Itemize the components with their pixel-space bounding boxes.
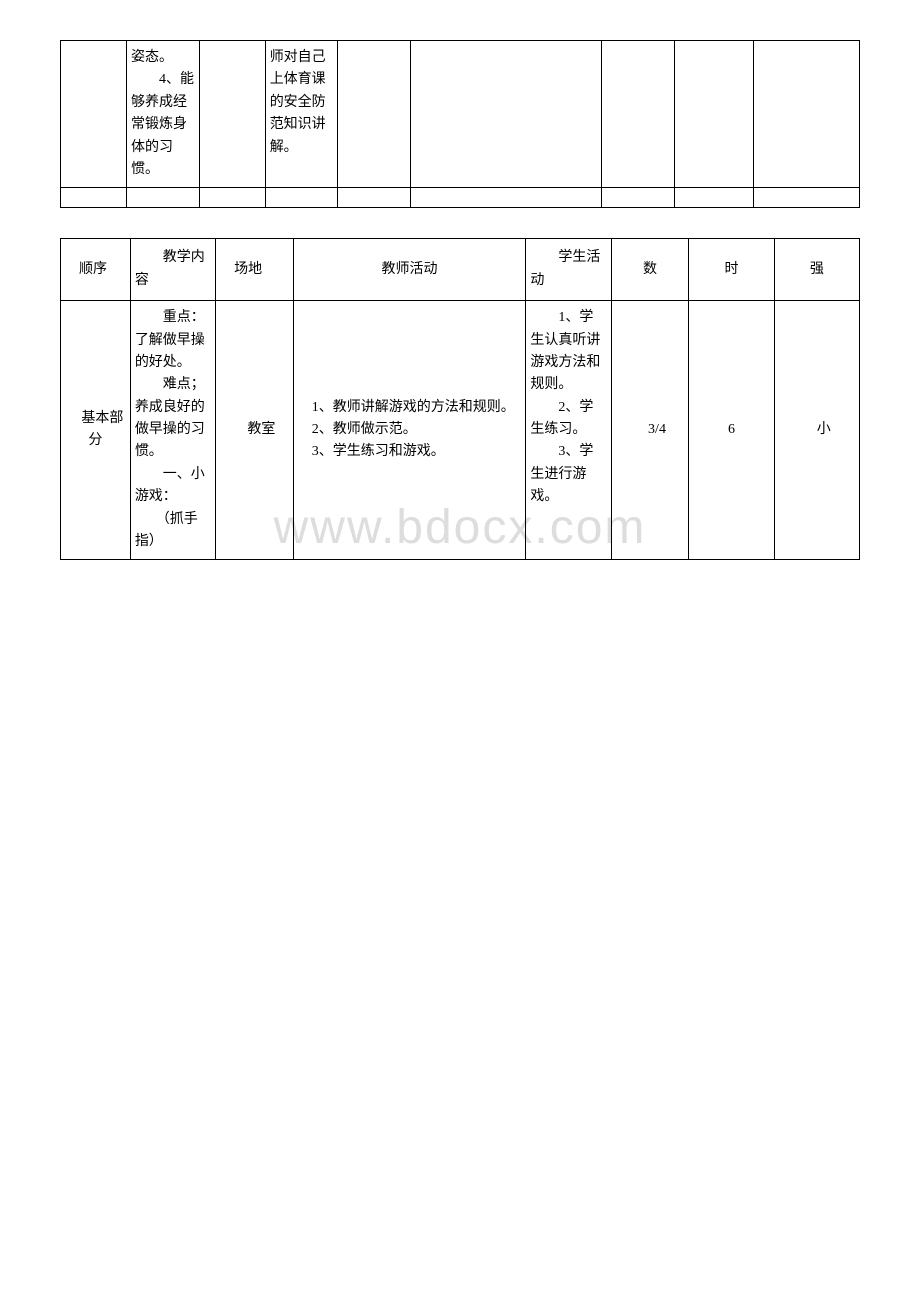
table-2-cell-1-1: 基本部分	[61, 301, 131, 560]
table-1-cell-2-5b	[410, 188, 601, 208]
table-2-cell-1-3: 教室	[216, 301, 294, 560]
table-2-header-7: 时	[689, 239, 774, 301]
table-1-cell-1-1	[61, 41, 127, 188]
table-2-header-5: 学生活动	[526, 239, 611, 301]
table-2-cell-1-2: 重点：了解做早操的好处。 难点；养成良好的做早操的习惯。 一、小游戏： （抓手指…	[130, 301, 215, 560]
table-1-cell-2-3	[199, 188, 265, 208]
table-2: 顺序 教学内容 场地 教师活动 学生活动 数 时 强 基本部分 重点：了解做早操…	[60, 238, 860, 560]
table-2-cell-1-7: 6	[689, 301, 774, 560]
table-2-row-1: 基本部分 重点：了解做早操的好处。 难点；养成良好的做早操的习惯。 一、小游戏：…	[61, 301, 860, 560]
table-2-header-4: 教师活动	[293, 239, 526, 301]
table-1-cell-2-8	[754, 188, 860, 208]
document-content: 姿态。 4、能够养成经常锻炼身体的习惯。 师对自己上体育课的安全防范知识讲解。 …	[60, 40, 860, 560]
table-2-cell-1-8: 小	[774, 301, 859, 560]
table-1-cell-1-3	[199, 41, 265, 188]
table-2-header-2: 教学内容	[130, 239, 215, 301]
table-1-cell-2-7	[675, 188, 754, 208]
table-1-cell-2-1	[61, 188, 127, 208]
table-1-cell-2-4	[265, 188, 338, 208]
table-1-cell-2-6	[602, 188, 675, 208]
table-1-cell-1-2: 姿态。 4、能够养成经常锻炼身体的习惯。	[127, 41, 200, 188]
table-2-header-8: 强	[774, 239, 859, 301]
table-1-row-1: 姿态。 4、能够养成经常锻炼身体的习惯。 师对自己上体育课的安全防范知识讲解。	[61, 41, 860, 188]
table-1-cell-1-7	[675, 41, 754, 188]
table-2-header-row: 顺序 教学内容 场地 教师活动 学生活动 数 时 强	[61, 239, 860, 301]
table-2-header-1: 顺序	[61, 239, 131, 301]
table-1: 姿态。 4、能够养成经常锻炼身体的习惯。 师对自己上体育课的安全防范知识讲解。	[60, 40, 860, 208]
table-1-cell-2-2	[127, 188, 200, 208]
table-1-cell-1-4: 师对自己上体育课的安全防范知识讲解。	[265, 41, 338, 188]
table-2-header-6: 数	[611, 239, 689, 301]
table-1-cell-1-5	[338, 41, 411, 188]
table-2-cell-1-4: 1、教师讲解游戏的方法和规则。 2、教师做示范。 3、学生练习和游戏。	[293, 301, 526, 560]
table-2-cell-1-6: 3/4	[611, 301, 689, 560]
table-1-row-2	[61, 188, 860, 208]
table-2-cell-1-5: 1、学生认真听讲游戏方法和规则。 2、学生练习。 3、学生进行游戏。	[526, 301, 611, 560]
table-1-cell-1-8	[754, 41, 860, 188]
table-1-cell-2-5	[338, 188, 411, 208]
table-2-header-3: 场地	[216, 239, 294, 301]
table-1-cell-1-5b	[410, 41, 601, 188]
table-1-cell-1-6	[602, 41, 675, 188]
